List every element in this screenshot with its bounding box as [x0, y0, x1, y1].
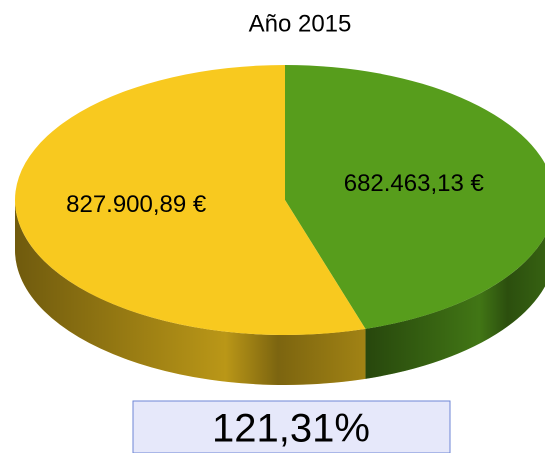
annotation: 121,31% — [212, 407, 370, 451]
slice-side-shade — [15, 200, 366, 385]
slice — [285, 65, 545, 329]
data-label: 827.900,89 € — [66, 191, 207, 218]
annotation-box — [132, 400, 451, 453]
pie: 682.463,13 € 827.900,89 € — [14, 65, 545, 385]
data-label: 682.463,13 € — [344, 170, 485, 197]
chart-title: Año 2015 — [249, 10, 352, 37]
slice — [14, 65, 366, 336]
slice-side-shade — [365, 236, 545, 379]
